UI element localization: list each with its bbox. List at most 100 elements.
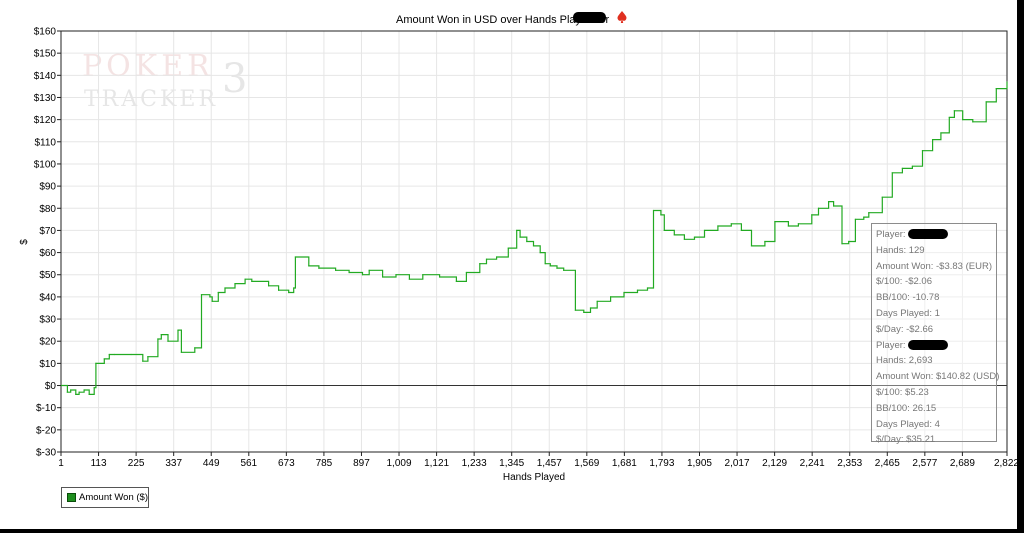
data-point	[113, 353, 115, 356]
y-tick-label: $130	[34, 93, 57, 104]
y-tick-label: $160	[34, 27, 57, 38]
x-axis-label: Hands Played	[503, 472, 565, 483]
title-redaction	[573, 12, 606, 23]
data-point	[623, 291, 625, 294]
data-point	[750, 245, 753, 247]
stat-player1-hands: Hands: 129	[876, 244, 925, 256]
data-point	[244, 278, 246, 280]
data-point	[764, 240, 766, 243]
data-point	[293, 287, 295, 289]
data-point	[854, 218, 857, 220]
data-point	[75, 393, 77, 395]
data-point	[563, 269, 565, 271]
data-point	[652, 209, 655, 212]
stat-player1-bb100: BB/100: -10.78	[876, 292, 940, 304]
data-point	[817, 207, 820, 209]
data-point	[177, 329, 179, 331]
stat-player2-per-day: $/Day: $35.21	[876, 434, 936, 446]
data-point	[811, 214, 813, 216]
data-point	[863, 216, 865, 218]
chart-legend[interactable]: Amount Won ($)	[61, 487, 149, 508]
data-point	[83, 389, 85, 391]
data-point	[66, 391, 68, 393]
x-tick-label: 2,017	[725, 458, 750, 469]
data-point	[940, 132, 942, 134]
y-tick-label: $90	[39, 182, 56, 193]
data-point	[368, 269, 370, 271]
data-point	[194, 347, 196, 349]
data-point	[348, 271, 350, 274]
data-point	[234, 283, 236, 285]
data-point	[921, 150, 924, 152]
y-tick-label: $10	[39, 359, 56, 370]
x-tick-label: 2,689	[950, 458, 975, 469]
stat-player2-name: Player:	[876, 338, 996, 354]
x-axis-ticks: 1 113 225 337 449 561 673 785 897 1,009 1,121 1,233…	[58, 452, 1017, 469]
window-frame-bottom	[0, 529, 1024, 533]
data-point	[589, 307, 592, 309]
stat-player2-days: Days Played: 4	[876, 418, 940, 430]
data-point	[224, 287, 226, 289]
data-point	[70, 389, 72, 391]
spade-icon	[617, 11, 627, 23]
data-point	[1006, 81, 1008, 83]
player2-redaction	[907, 340, 948, 351]
data-point	[787, 225, 789, 227]
data-point	[962, 119, 964, 121]
y-tick-label: $70	[39, 226, 56, 237]
x-tick-label: 1,569	[574, 458, 599, 469]
data-point	[827, 201, 830, 203]
data-point	[774, 220, 776, 223]
data-point	[549, 265, 551, 267]
stat-player2-amount-won: Amount Won: $140.82 (USD)	[876, 371, 1000, 383]
data-point	[891, 172, 893, 174]
data-point	[841, 243, 843, 245]
data-point	[439, 276, 441, 278]
data-point	[455, 280, 457, 282]
y-tick-label: $140	[34, 71, 57, 82]
data-point	[209, 296, 211, 298]
data-point	[294, 256, 297, 258]
poker-tracker-watermark: POKER TRACKER 3	[82, 49, 247, 110]
data-point	[636, 289, 639, 291]
stat-player1-per-day: $/Day: -$2.66	[876, 323, 934, 335]
stat-player1-label: Player:	[876, 229, 906, 240]
data-point	[526, 240, 528, 243]
x-tick-label: 337	[165, 458, 182, 469]
y-tick-label: $50	[39, 270, 56, 281]
stat-player1-per100: $/100: -$2.06	[876, 276, 932, 288]
x-tick-label: 1,457	[537, 458, 562, 469]
data-point	[740, 229, 743, 232]
x-tick-label: 1,345	[499, 458, 524, 469]
plot-area-border	[60, 30, 1008, 453]
data-point	[381, 276, 384, 278]
data-point	[211, 300, 213, 302]
x-tick-label: 1,793	[649, 458, 674, 469]
data-point	[335, 269, 337, 271]
data-point	[583, 311, 585, 314]
data-point	[147, 356, 149, 358]
x-tick-label: 449	[203, 458, 220, 469]
data-point	[683, 238, 686, 240]
y-tick-label: $20	[39, 337, 56, 348]
data-point	[142, 360, 144, 362]
data-point	[103, 358, 105, 360]
y-axis-ticks: $160 $150 $140 $130 $120 $110 $100 $90 $80 $70 $60…	[34, 27, 61, 459]
x-tick-label: 1,009	[387, 458, 412, 469]
y-tick-label: $100	[34, 159, 57, 170]
data-point	[278, 289, 280, 291]
data-point	[663, 229, 665, 232]
data-point	[596, 300, 598, 302]
y-tick-label: $150	[34, 49, 57, 60]
data-point	[833, 205, 835, 207]
y-tick-label: $30	[39, 315, 56, 326]
x-tick-label: 1	[58, 458, 64, 469]
stat-player1-name: Player:	[876, 227, 996, 243]
data-point	[516, 229, 518, 232]
y-tick-label: $-20	[36, 425, 56, 436]
stat-player2-bb100: BB/100: 26.15	[876, 402, 937, 414]
y-tick-label: $110	[34, 137, 56, 148]
stat-player2-hands: Hands: 2,693	[876, 355, 933, 367]
data-point	[160, 333, 162, 336]
